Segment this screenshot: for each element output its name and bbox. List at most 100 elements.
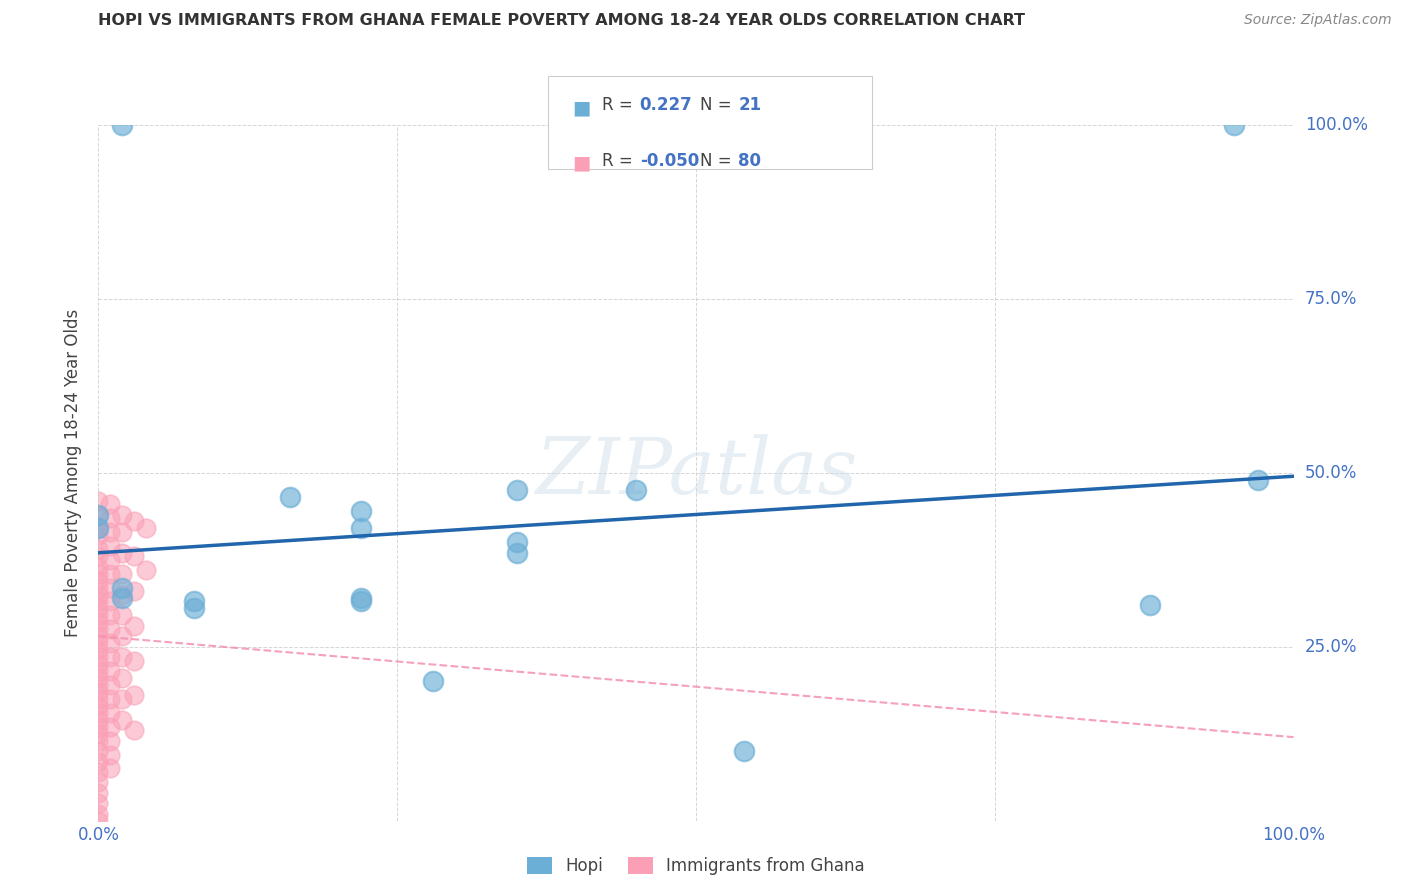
- Point: [87, 755, 110, 769]
- Point: [111, 581, 134, 595]
- Point: [87, 508, 110, 522]
- Point: [183, 594, 205, 608]
- Point: [87, 713, 110, 727]
- Point: [87, 636, 110, 650]
- Point: [124, 549, 146, 564]
- Point: [124, 654, 146, 668]
- Text: 25.0%: 25.0%: [1305, 638, 1357, 656]
- Point: [87, 786, 110, 800]
- Point: [87, 678, 110, 692]
- Text: HOPI VS IMMIGRANTS FROM GHANA FEMALE POVERTY AMONG 18-24 YEAR OLDS CORRELATION C: HOPI VS IMMIGRANTS FROM GHANA FEMALE POV…: [98, 13, 1025, 29]
- Text: -0.050: -0.050: [640, 152, 699, 169]
- Point: [111, 524, 134, 539]
- Point: [87, 664, 110, 678]
- Point: [98, 497, 122, 511]
- Point: [111, 713, 134, 727]
- Point: [98, 608, 122, 623]
- Point: [111, 608, 134, 623]
- Point: [87, 581, 110, 595]
- Point: [98, 524, 122, 539]
- Point: [87, 521, 110, 535]
- Point: [87, 601, 110, 615]
- Point: [111, 692, 134, 706]
- Text: Source: ZipAtlas.com: Source: ZipAtlas.com: [1244, 13, 1392, 28]
- Point: [87, 542, 110, 557]
- Point: [98, 623, 122, 637]
- Point: [87, 796, 110, 810]
- Point: [87, 623, 110, 637]
- Point: [98, 664, 122, 678]
- Point: [87, 685, 110, 699]
- Point: [111, 671, 134, 685]
- Point: [87, 692, 110, 706]
- Point: [111, 629, 134, 643]
- Point: [183, 601, 205, 615]
- Point: [111, 546, 134, 560]
- Point: [350, 591, 373, 605]
- Point: [506, 483, 529, 498]
- Point: [1222, 118, 1246, 132]
- Point: [111, 118, 134, 132]
- Point: [87, 650, 110, 665]
- Text: 100.0%: 100.0%: [1305, 116, 1368, 134]
- Point: [87, 615, 110, 630]
- Point: [87, 698, 110, 713]
- Point: [98, 594, 122, 608]
- Point: [124, 619, 146, 633]
- Text: R =: R =: [602, 152, 638, 169]
- Text: ZIPatlas: ZIPatlas: [534, 434, 858, 511]
- Point: [98, 511, 122, 525]
- Point: [135, 563, 157, 577]
- Text: N =: N =: [700, 152, 737, 169]
- Point: [87, 493, 110, 508]
- Point: [98, 552, 122, 567]
- Point: [506, 535, 529, 549]
- Text: N =: N =: [700, 96, 737, 114]
- Point: [98, 581, 122, 595]
- Point: [98, 678, 122, 692]
- Point: [124, 515, 146, 529]
- Point: [111, 566, 134, 581]
- Point: [111, 587, 134, 601]
- Point: [87, 574, 110, 588]
- Point: [87, 744, 110, 758]
- Point: [87, 629, 110, 643]
- Point: [1246, 473, 1268, 487]
- Point: [87, 521, 110, 535]
- Point: [624, 483, 647, 498]
- Point: [87, 608, 110, 623]
- Point: [733, 744, 755, 758]
- Point: [87, 657, 110, 671]
- Point: [111, 591, 134, 605]
- Point: [350, 504, 373, 518]
- Point: [124, 584, 146, 599]
- Text: R =: R =: [602, 96, 638, 114]
- Point: [87, 528, 110, 542]
- Point: [87, 587, 110, 601]
- Point: [87, 549, 110, 564]
- Point: [87, 764, 110, 779]
- Point: [98, 539, 122, 553]
- Point: [350, 521, 373, 535]
- Point: [111, 508, 134, 522]
- Point: [98, 747, 122, 762]
- Text: 80: 80: [738, 152, 761, 169]
- Point: [98, 566, 122, 581]
- Text: 50.0%: 50.0%: [1305, 464, 1357, 482]
- Point: [1139, 598, 1161, 612]
- Point: [87, 559, 110, 574]
- Point: [87, 671, 110, 685]
- Point: [422, 674, 444, 689]
- Text: 21: 21: [738, 96, 761, 114]
- Point: [98, 720, 122, 734]
- Point: [506, 546, 529, 560]
- Point: [111, 650, 134, 665]
- Point: [350, 594, 373, 608]
- Point: [98, 650, 122, 665]
- Point: [87, 594, 110, 608]
- Text: ■: ■: [572, 98, 591, 117]
- Point: [124, 689, 146, 703]
- Point: [135, 521, 157, 535]
- Point: [87, 806, 110, 821]
- Point: [87, 726, 110, 740]
